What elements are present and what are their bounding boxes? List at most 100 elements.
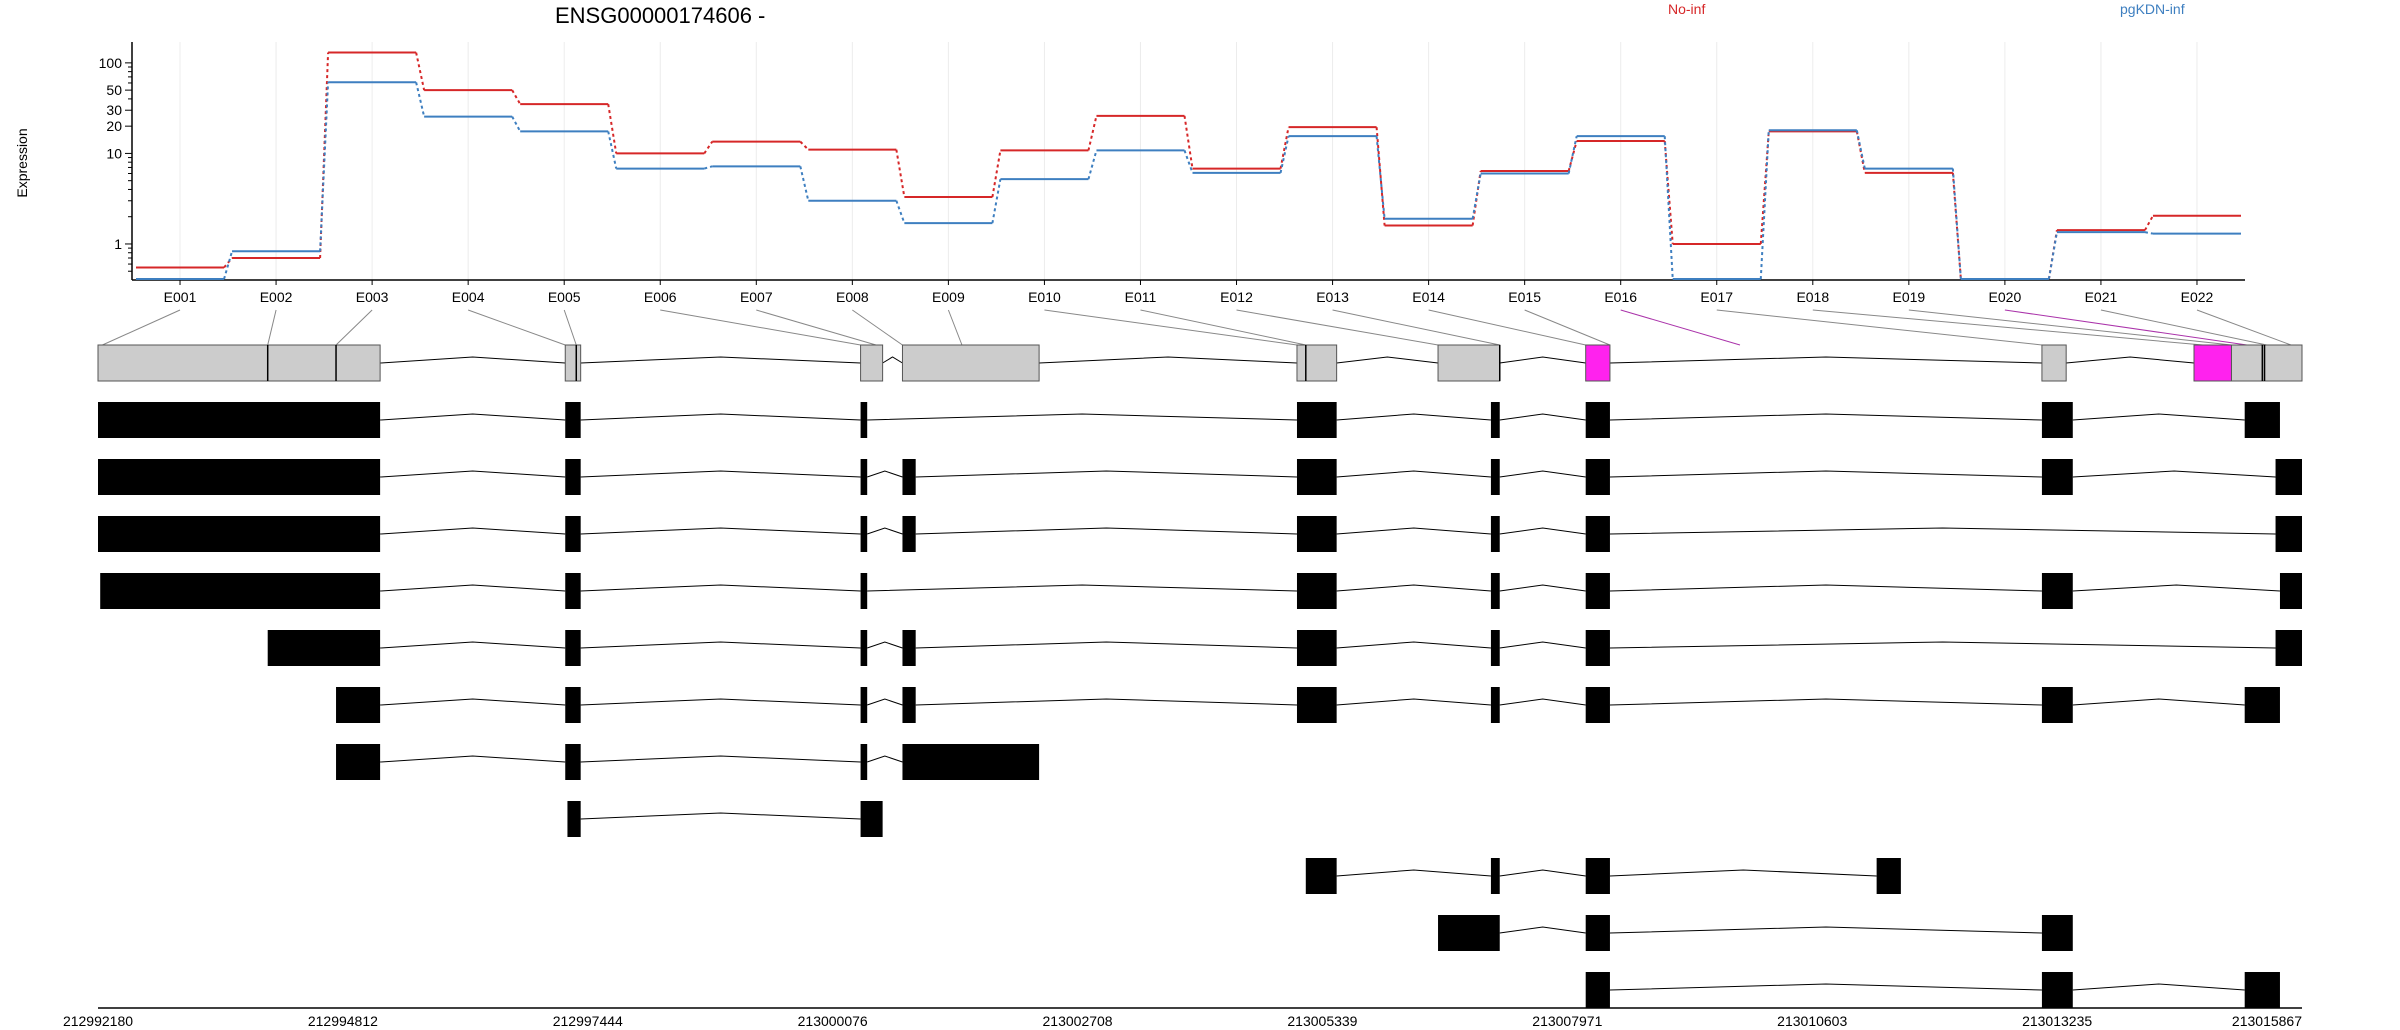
series-link (1087, 150, 1098, 180)
connector-e014 (1428, 309, 1586, 346)
exon-box (2230, 344, 2303, 382)
series-link (1087, 115, 1098, 151)
intron-line (867, 413, 1297, 421)
intron-line (380, 698, 566, 706)
transcript-exon (2279, 573, 2302, 609)
x-tick-label: E019 (1892, 289, 1925, 305)
connector-e013 (1332, 309, 1500, 346)
series-link (223, 251, 234, 280)
intron-line (1336, 527, 1491, 535)
transcript-exon (1585, 972, 1610, 1008)
intron-line (380, 641, 566, 649)
connector-e011 (1140, 309, 1306, 346)
intron-line (867, 698, 903, 706)
intron-line (580, 698, 861, 706)
genomic-tick-label: 213005339 (1287, 1013, 1357, 1029)
x-tick-label: E022 (2181, 289, 2214, 305)
transcript-row (567, 801, 883, 837)
x-tick-label: E004 (452, 289, 485, 305)
transcript-exon (98, 459, 381, 495)
intron-line (2072, 413, 2245, 421)
x-tick-label: E010 (1028, 289, 1061, 305)
intron-line (1336, 470, 1491, 478)
connector-e017 (1716, 309, 2042, 346)
transcript-exon (2244, 687, 2280, 723)
highlighted-exon (1585, 344, 1611, 382)
intron-line (1609, 356, 2042, 364)
intron-line (580, 356, 861, 364)
transcript-exon (902, 516, 916, 552)
transcript-row (1438, 915, 2073, 951)
y-axis-label: Expression (14, 128, 30, 197)
transcript-exon (2041, 573, 2073, 609)
series-link (895, 149, 906, 198)
series-link (1567, 135, 1578, 174)
intron-line (1499, 584, 1586, 592)
transcript-exon (1296, 687, 1337, 723)
transcript-row (336, 687, 2280, 723)
transcript-exon (860, 402, 868, 438)
series-link (2144, 215, 2154, 231)
series-link (223, 257, 233, 269)
series-no-inf (136, 51, 2241, 281)
series-link (607, 131, 618, 169)
connector-e019 (1908, 309, 2232, 346)
transcript-exon (1438, 915, 1500, 951)
connector-e012 (1236, 309, 1439, 346)
genomic-tick-label: 213002708 (1043, 1013, 1113, 1029)
transcript-exon (98, 516, 381, 552)
intron-line (1499, 413, 1586, 421)
intron-line (1336, 698, 1491, 706)
series-link (511, 89, 522, 105)
x-tick-label: E012 (1220, 289, 1253, 305)
x-tick-label: E005 (548, 289, 581, 305)
y-tick-label: 10 (106, 145, 122, 161)
transcript-exon (336, 687, 381, 723)
intron-line (2066, 356, 2195, 364)
transcript-exon (1490, 573, 1500, 609)
intron-line (380, 413, 566, 421)
transcript-exon (902, 630, 916, 666)
connector-e003 (335, 309, 373, 346)
series-link (703, 141, 714, 154)
genomic-tick-label: 212997444 (553, 1013, 623, 1029)
series-pgkdn-inf (136, 81, 2241, 281)
transcript-row (267, 630, 2302, 666)
transcript-row (336, 744, 1040, 780)
transcript-exon (860, 801, 883, 837)
transcript-row (1585, 972, 2280, 1008)
transcript-exon (1585, 516, 1610, 552)
connector-e020 (2004, 309, 2247, 346)
transcript-exon (565, 459, 581, 495)
x-tick-label: E002 (260, 289, 293, 305)
series-link (2144, 231, 2154, 235)
series-link (1183, 150, 1194, 174)
y-tick-label: 100 (99, 55, 123, 71)
transcript-exon (1585, 459, 1610, 495)
intron-line (1609, 470, 2042, 478)
transcript-exon (565, 573, 581, 609)
transcript-exon (2275, 630, 2302, 666)
intron-line (2072, 698, 2245, 706)
intron-line (1336, 584, 1491, 592)
transcript-exon (1585, 402, 1610, 438)
intron-line (2072, 470, 2276, 478)
series-link (1567, 140, 1578, 172)
intron-line (1609, 926, 2042, 934)
series-link (799, 140, 810, 151)
transcript-exon (1296, 630, 1337, 666)
transcript-exon (565, 630, 581, 666)
transcript-exon (2041, 915, 2073, 951)
transcript-exon (1490, 630, 1500, 666)
transcript-exon (860, 744, 868, 780)
connector-e016 (1620, 309, 1741, 346)
transcript-exon (98, 402, 381, 438)
connector-e006 (660, 309, 861, 346)
transcript-exon (902, 744, 1040, 780)
highlighted-exon (2193, 344, 2232, 382)
intron-line (915, 527, 1297, 535)
transcript-exon (1490, 516, 1500, 552)
transcript-exon (860, 573, 868, 609)
